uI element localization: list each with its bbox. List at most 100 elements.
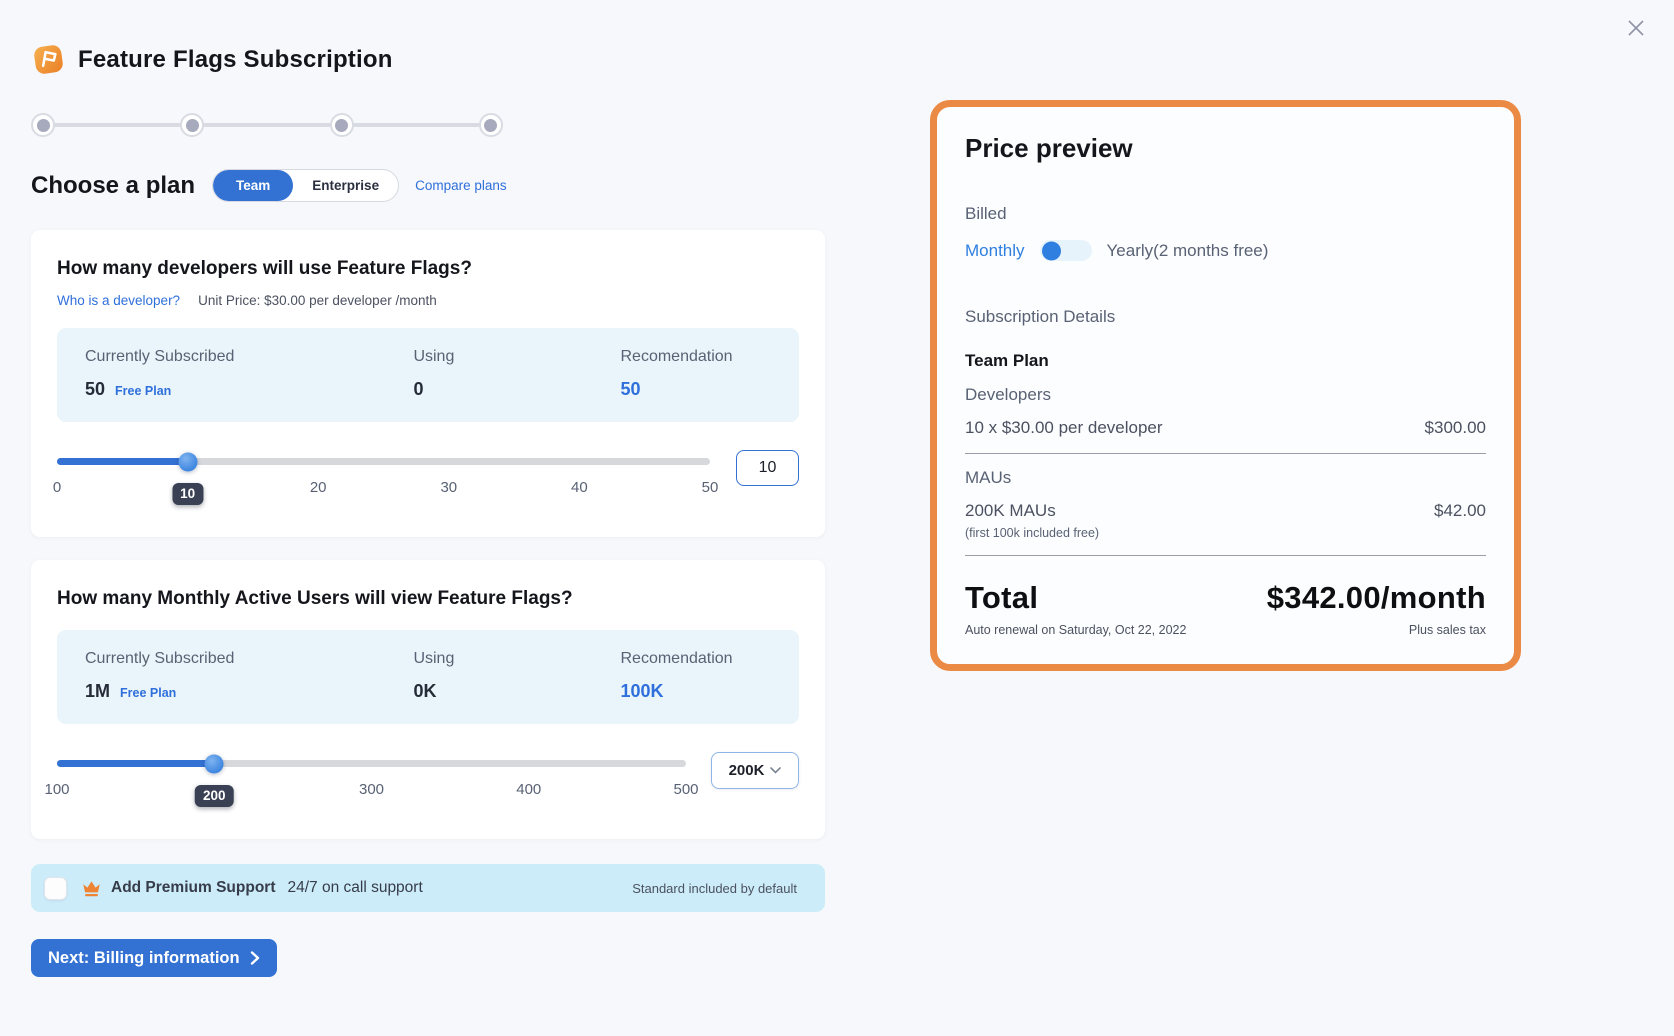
developers-card: How many developers will use Feature Fla… [31, 230, 825, 537]
maus-select-value: 200K [728, 762, 765, 779]
close-icon [1628, 20, 1644, 36]
currently-subscribed-value: 1M [85, 681, 111, 701]
plan-toggle: Team Enterprise [212, 169, 400, 202]
developers-slider-ticks: 0 20 30 40 50 10 [53, 477, 718, 511]
maus-card-title: How many Monthly Active Users will view … [57, 588, 573, 609]
crown-icon [81, 879, 102, 898]
maus-slider-value-badge: 200 [194, 785, 234, 807]
tick-label: 50 [701, 479, 719, 496]
choose-plan-heading: Choose a plan [31, 171, 196, 199]
currently-subscribed-value: 50 [85, 379, 106, 399]
maus-slider-track[interactable] [57, 754, 686, 773]
unit-price-text: Unit Price: $30.00 per developer /month [198, 293, 437, 308]
premium-support-note: Standard included by default [632, 880, 797, 896]
tick-label: 20 [309, 479, 327, 496]
subscription-details-label: Subscription Details [965, 307, 1116, 326]
developers-count-input[interactable] [736, 450, 799, 486]
currently-subscribed-col: Currently Subscribed 1M Free Plan [85, 650, 413, 702]
maus-slider-handle[interactable] [204, 754, 224, 773]
currently-subscribed-label: Currently Subscribed [85, 348, 235, 365]
maus-slider-fill [57, 760, 215, 767]
tick-label: 40 [571, 479, 588, 496]
chevron-down-icon [770, 767, 782, 774]
enterprise-plan-button[interactable]: Enterprise [293, 170, 398, 201]
page-title: Feature Flags Subscription [78, 45, 393, 73]
total-label: Total [965, 580, 1039, 615]
using-label: Using [413, 348, 455, 365]
total-amount: $342.00/month [1266, 580, 1486, 615]
using-value: 0 [413, 379, 424, 399]
recommendation-value: 100K [620, 681, 664, 701]
maus-card: How many Monthly Active Users will view … [31, 560, 825, 839]
maus-included-note: (first 100k included free) [965, 526, 1100, 540]
app-header: Feature Flags Subscription [31, 42, 825, 77]
step-dot-4 [478, 113, 503, 137]
maus-line-amount: $42.00 [1434, 501, 1486, 520]
billed-label: Billed [965, 204, 1007, 223]
step-connector [203, 123, 331, 127]
currently-subscribed-label: Currently Subscribed [85, 650, 235, 667]
feature-flags-logo-icon [34, 45, 63, 74]
maus-slider-area: 100 300 400 500 200 200K [44, 752, 799, 813]
step-dot-3 [329, 113, 354, 137]
using-col: Using 0 [413, 348, 620, 400]
tick-label: 500 [673, 781, 699, 798]
developers-slider-fill [57, 458, 188, 465]
billing-toggle-row: Monthly Yearly(2 months free) [965, 240, 1486, 261]
total-footer-row: Auto renewal on Saturday, Oct 22, 2022 P… [965, 623, 1486, 637]
maus-select[interactable]: 200K [711, 752, 799, 789]
step-dot-2 [180, 113, 205, 137]
next-billing-button-label: Next: Billing information [48, 948, 240, 967]
developers-slider: 0 20 30 40 50 10 [53, 450, 718, 511]
tick-label: 100 [44, 781, 70, 798]
premium-support-title: Add Premium Support [111, 879, 276, 896]
premium-support-row: Add Premium Support 24/7 on call support… [31, 864, 825, 912]
toggle-knob [1041, 241, 1061, 260]
total-row: Total $342.00/month [965, 580, 1486, 616]
price-preview-title: Price preview [965, 133, 1133, 163]
tick-label: 0 [52, 479, 62, 496]
free-plan-badge: Free Plan [120, 686, 177, 700]
sales-tax-text: Plus sales tax [1408, 623, 1486, 637]
tick-label: 300 [358, 781, 385, 798]
step-connector [54, 123, 182, 127]
developers-item-label: Developers [965, 385, 1051, 404]
free-plan-badge: Free Plan [115, 384, 172, 398]
step-dot-1 [31, 113, 55, 137]
using-value: 0K [413, 681, 437, 701]
step-connector [352, 123, 480, 127]
billing-yearly-label[interactable]: Yearly(2 months free) [1106, 240, 1269, 260]
billing-monthly-label[interactable]: Monthly [965, 240, 1025, 260]
team-plan-button[interactable]: Team [213, 170, 294, 201]
chevron-right-icon [250, 951, 259, 965]
recommendation-col: Recomendation 50 [620, 348, 799, 400]
billing-period-toggle[interactable] [1039, 240, 1092, 261]
developers-card-title: How many developers will use Feature Fla… [57, 258, 472, 279]
premium-support-checkbox[interactable] [44, 876, 67, 900]
divider [965, 555, 1486, 556]
price-preview-panel: Price preview Billed Monthly Yearly(2 mo… [930, 100, 1521, 671]
using-label: Using [413, 650, 455, 667]
configuration-column: Feature Flags Subscription Choose a plan… [31, 0, 825, 977]
maus-line-item: 200K MAUs $42.00 [965, 501, 1486, 521]
next-billing-button[interactable]: Next: Billing information [31, 939, 277, 977]
tick-label: 30 [440, 479, 458, 496]
recommendation-label: Recomendation [620, 650, 733, 667]
maus-line-text: 200K MAUs [965, 501, 1056, 520]
divider [965, 453, 1486, 454]
maus-item-label: MAUs [965, 468, 1012, 487]
maus-stats-panel: Currently Subscribed 1M Free Plan Using … [57, 630, 799, 724]
compare-plans-link[interactable]: Compare plans [415, 178, 507, 193]
maus-slider-ticks: 100 300 400 500 200 [44, 779, 699, 813]
plan-selection-row: Choose a plan Team Enterprise Compare pl… [31, 169, 825, 202]
recommendation-col: Recomendation 100K [620, 650, 799, 702]
who-is-developer-link[interactable]: Who is a developer? [57, 293, 181, 308]
developers-slider-value-badge: 10 [172, 483, 204, 505]
close-button[interactable] [1622, 14, 1650, 42]
tick-label: 400 [516, 781, 542, 798]
developers-slider-handle[interactable] [178, 452, 198, 471]
developers-slider-track[interactable] [57, 452, 710, 471]
progress-stepper [31, 113, 503, 137]
developers-line-amount: $300.00 [1424, 418, 1486, 437]
